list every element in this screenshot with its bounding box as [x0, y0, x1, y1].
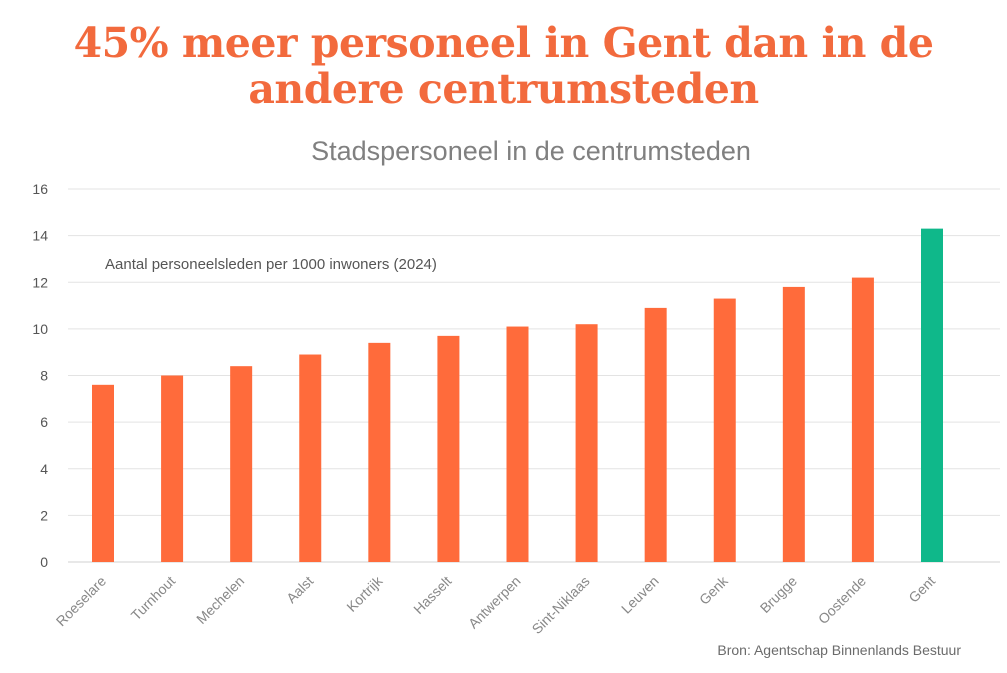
y-axis-ticks: 0 2 4 6 8 10 12 14 16: [32, 181, 48, 570]
x-tick-label: Kortrijk: [343, 572, 386, 615]
chart-title: Stadspersoneel in de centrumsteden: [311, 136, 751, 166]
x-tick-label: Hasselt: [410, 573, 454, 617]
chart-annotation: Aantal personeelsleden per 1000 inwoners…: [105, 256, 437, 273]
y-tick-label: 4: [40, 461, 48, 477]
headline: 45% meer personeel in Gent dan in de and…: [73, 19, 934, 113]
bar-genk: [713, 298, 736, 562]
x-tick-label: Leuven: [618, 573, 662, 617]
y-tick-label: 10: [32, 321, 48, 337]
y-tick-label: 8: [40, 368, 48, 384]
bar-roeselare: [92, 384, 114, 562]
bar-oostende: [851, 277, 874, 562]
x-tick-label: Gent: [905, 573, 938, 606]
bars: [92, 228, 943, 562]
y-tick-label: 14: [32, 228, 48, 244]
y-tick-label: 12: [32, 274, 48, 290]
source-note: Bron: Agentschap Binnenlands Bestuur: [717, 642, 961, 658]
x-tick-label: Sint-Niklaas: [529, 573, 593, 637]
x-tick-label: Genk: [696, 572, 732, 608]
bar-leuven: [644, 307, 667, 562]
x-tick-label: Oostende: [815, 573, 869, 627]
x-tick-label: Turnhout: [128, 573, 179, 624]
bar-kortrijk: [368, 342, 391, 562]
bar-antwerpen: [506, 326, 529, 562]
x-axis-ticks: Roeselare Turnhout Mechelen Aalst Kortrijk Ha…: [53, 572, 939, 637]
x-tick-label: Aalst: [283, 573, 316, 606]
gridlines: [68, 188, 1000, 563]
y-tick-label: 16: [32, 181, 48, 197]
bar-aalst: [299, 354, 322, 562]
x-tick-label: Antwerpen: [465, 573, 524, 632]
bar-mechelen: [230, 366, 253, 562]
bar-sint-niklaas: [575, 324, 598, 562]
y-tick-label: 6: [40, 414, 48, 430]
x-tick-label: Brugge: [757, 573, 800, 616]
y-tick-label: 2: [40, 507, 48, 523]
bar-turnhout: [161, 375, 184, 562]
bar-brugge: [782, 286, 805, 562]
y-tick-label: 0: [40, 554, 48, 570]
x-tick-label: Roeselare: [53, 573, 110, 630]
x-tick-label: Mechelen: [193, 573, 247, 627]
bar-gent: [921, 228, 943, 562]
bar-hasselt: [437, 335, 460, 562]
